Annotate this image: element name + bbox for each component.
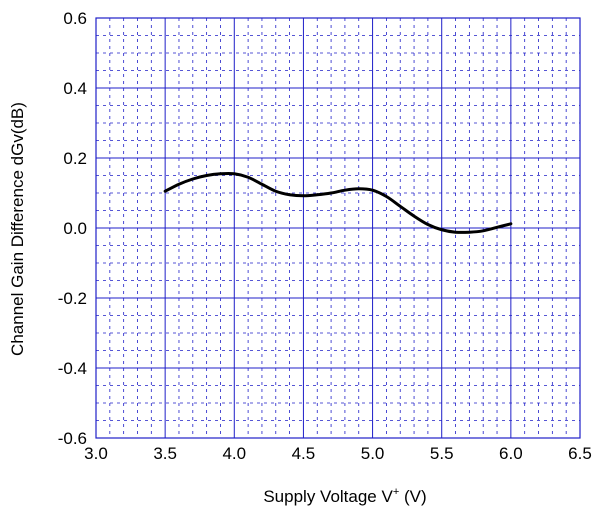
y-tick-label: 0.4 [63, 79, 87, 98]
plot-frame [95, 17, 581, 439]
x-tick-label: 4.0 [222, 444, 246, 463]
x-axis-label: Supply Voltage V+ (V) [263, 486, 426, 506]
major-grid [95, 17, 581, 439]
series-layer [163, 171, 513, 234]
y-tick-label: -0.6 [58, 429, 87, 448]
series-line [163, 171, 513, 234]
x-tick-label: 6.0 [499, 444, 523, 463]
y-tick-labels: 0.6 0.4 0.2 0.0 -0.2 -0.4 -0.6 [58, 9, 87, 448]
x-tick-label: 3.5 [153, 444, 177, 463]
y-axis-label: Channel Gain Difference dGv(dB) [8, 102, 27, 356]
x-tick-label: 3.0 [84, 444, 108, 463]
x-tick-label: 6.5 [568, 444, 592, 463]
x-tick-labels: 3.0 3.5 4.0 4.5 5.0 5.5 6.0 6.5 [84, 444, 592, 463]
y-tick-label: -0.2 [58, 289, 87, 308]
x-tick-label: 4.5 [292, 444, 316, 463]
y-tick-label: 0.6 [63, 9, 87, 28]
y-tick-label: 0.0 [63, 219, 87, 238]
y-tick-label: -0.4 [58, 359, 87, 378]
x-tick-label: 5.5 [430, 444, 454, 463]
x-tick-label: 5.0 [361, 444, 385, 463]
y-tick-label: 0.2 [63, 149, 87, 168]
